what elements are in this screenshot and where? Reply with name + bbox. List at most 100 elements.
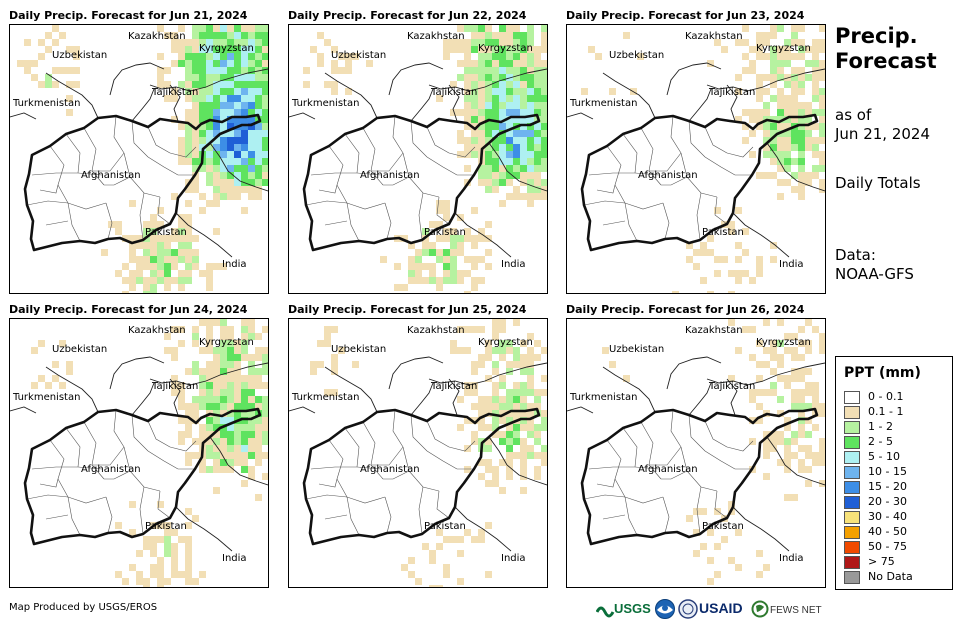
- precip-cell: [805, 403, 812, 410]
- precip-cell: [199, 53, 206, 60]
- partner-logos: USGS USAID FEWS NET: [596, 598, 828, 620]
- precip-cell: [206, 347, 213, 354]
- precip-cell: [143, 543, 150, 550]
- precip-cell: [213, 158, 220, 165]
- precip-cell: [471, 326, 478, 333]
- precip-cell: [129, 284, 136, 291]
- precip-cell: [485, 263, 492, 270]
- precip-cell: [199, 95, 206, 102]
- precip-cell: [492, 186, 499, 193]
- precip-cell: [185, 88, 192, 95]
- precip-cell: [157, 81, 164, 88]
- country-label-tajikistan: Tajikistan: [708, 381, 755, 392]
- precip-cell: [513, 39, 520, 46]
- precip-cell: [770, 137, 777, 144]
- precip-cell: [499, 417, 506, 424]
- precip-cell: [199, 39, 206, 46]
- precip-cell: [143, 578, 150, 585]
- precip-cell: [234, 74, 241, 81]
- precip-cell: [192, 102, 199, 109]
- precip-cell: [150, 263, 157, 270]
- precip-cell: [534, 74, 541, 81]
- precip-cell: [735, 116, 742, 123]
- precip-cell: [178, 536, 185, 543]
- precip-cell: [770, 382, 777, 389]
- precip-cell: [819, 179, 825, 186]
- precip-cell: [164, 536, 171, 543]
- province-boundary: [67, 496, 81, 536]
- precip-cell: [164, 522, 171, 529]
- province-boundary: [704, 420, 728, 448]
- precip-cell: [457, 536, 464, 543]
- precip-cell: [443, 536, 450, 543]
- precip-cell: [241, 137, 248, 144]
- precip-cell: [520, 60, 527, 67]
- precip-cell: [241, 480, 248, 487]
- precip-cell: [241, 109, 248, 116]
- precip-cell: [520, 130, 527, 137]
- province-boundary: [305, 494, 386, 504]
- precip-cell: [213, 67, 220, 74]
- country-label-tajikistan: Tajikistan: [708, 87, 755, 98]
- precip-cell: [520, 158, 527, 165]
- precip-cell: [192, 263, 199, 270]
- precip-cell: [220, 46, 227, 53]
- precip-cell: [248, 186, 255, 193]
- precip-cell: [206, 333, 213, 340]
- country-label-tajikistan: Tajikistan: [430, 381, 477, 392]
- precip-cell: [220, 158, 227, 165]
- precip-cell: [728, 228, 735, 235]
- precip-cell: [213, 144, 220, 151]
- precip-cell: [770, 74, 777, 81]
- precip-cell: [213, 123, 220, 130]
- precip-cell: [492, 319, 499, 326]
- precip-cell: [485, 466, 492, 473]
- province-boundary: [346, 496, 360, 536]
- country-border: [726, 378, 738, 416]
- precip-cell: [520, 137, 527, 144]
- precip-cell: [791, 347, 798, 354]
- precip-cell: [478, 137, 485, 144]
- precip-cell: [164, 235, 171, 242]
- legend-item: 15 - 20: [844, 480, 907, 494]
- precip-cell: [527, 95, 534, 102]
- precip-cell: [255, 39, 262, 46]
- precip-cell: [499, 144, 506, 151]
- precip-cell: [220, 165, 227, 172]
- precip-cell: [199, 270, 206, 277]
- precip-cell: [520, 354, 527, 361]
- precip-cell: [45, 81, 52, 88]
- precip-cell: [714, 256, 721, 263]
- precip-cell: [595, 53, 602, 60]
- precip-cell: [499, 319, 506, 326]
- precip-cell: [527, 382, 534, 389]
- precip-cell: [798, 410, 805, 417]
- precip-cell: [157, 270, 164, 277]
- precip-cell: [248, 39, 255, 46]
- precip-cell: [485, 375, 492, 382]
- precip-cell: [527, 172, 534, 179]
- precip-cell: [178, 144, 185, 151]
- precip-cell: [66, 46, 73, 53]
- precip-cell: [728, 557, 735, 564]
- precip-cell: [471, 263, 478, 270]
- province-boundary: [622, 427, 638, 468]
- country-label-turkmenistan: Turkmenistan: [12, 98, 80, 109]
- precip-cell: [213, 368, 220, 375]
- province-boundary: [147, 126, 171, 154]
- precip-cell: [255, 60, 262, 67]
- precip-cell: [485, 480, 492, 487]
- precip-cell: [185, 459, 192, 466]
- precip-cell: [506, 67, 513, 74]
- precip-cell: [812, 326, 819, 333]
- precip-cell: [798, 340, 805, 347]
- precip-cell: [262, 410, 268, 417]
- precip-cell: [798, 39, 805, 46]
- precip-cell: [143, 585, 150, 587]
- province-boundary: [105, 202, 113, 240]
- precip-cell: [171, 347, 178, 354]
- precip-cell: [506, 368, 513, 375]
- precip-cell: [171, 564, 178, 571]
- precip-cell: [763, 347, 770, 354]
- precip-cell: [248, 445, 255, 452]
